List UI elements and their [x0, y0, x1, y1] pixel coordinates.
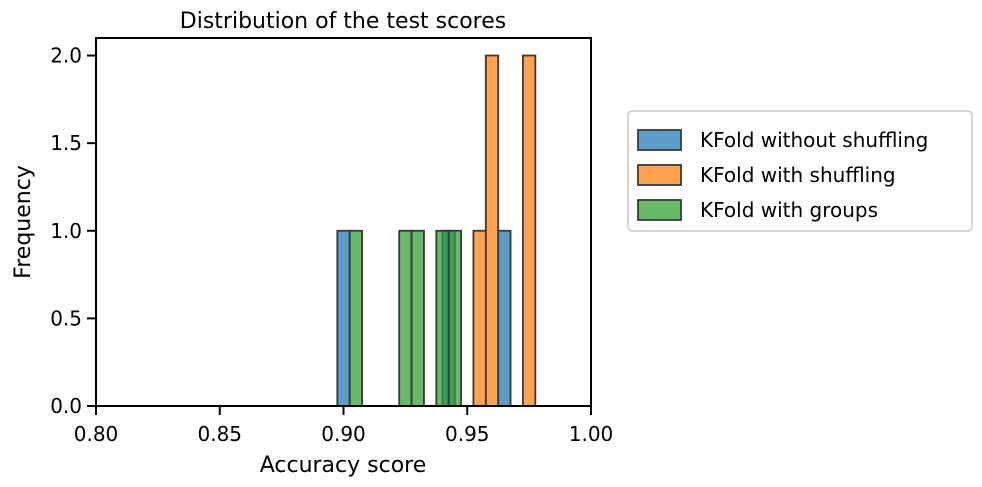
histogram-bar	[497, 229, 512, 407]
histogram-bar	[410, 229, 425, 407]
legend-frame	[627, 110, 973, 232]
x-axis-ticks: 0.80 0.85 0.90 0.95 1.00	[74, 406, 614, 446]
y-tick-label: 2.0	[50, 44, 82, 68]
legend-label: KFold without shuffling	[700, 128, 928, 152]
legend-swatch	[637, 164, 682, 186]
y-tick-label: 1.5	[50, 131, 82, 155]
histogram-bar	[472, 229, 487, 407]
legend-label: KFold with shuffling	[700, 163, 896, 187]
x-tick-label: 0.95	[445, 422, 490, 446]
y-tick-label: 0.0	[50, 394, 82, 418]
legend: KFold without shuffling KFold with shuffl…	[627, 110, 973, 232]
legend-swatch	[637, 129, 682, 151]
histogram-bar	[348, 229, 363, 407]
histogram-bar	[435, 229, 450, 407]
y-tick-label: 0.5	[50, 306, 82, 330]
histogram-bar	[484, 54, 500, 407]
histogram-bar	[447, 229, 462, 407]
y-axis-ticks: 0.0 0.5 1.0 1.5 2.0	[50, 44, 96, 418]
y-axis-title: Frequency	[11, 165, 36, 279]
bars-layer	[336, 54, 537, 407]
histogram-bar	[522, 54, 537, 407]
legend-label: KFold with groups	[700, 198, 878, 222]
legend-swatch	[637, 199, 682, 221]
x-tick-label: 1.00	[569, 422, 614, 446]
x-axis-title: Accuracy score	[260, 453, 427, 478]
histogram-bar	[336, 229, 351, 407]
x-tick-label: 0.85	[197, 422, 242, 446]
chart-title: Distribution of the test scores	[180, 9, 506, 34]
y-tick-label: 1.0	[50, 219, 82, 243]
x-tick-label: 0.80	[74, 422, 119, 446]
histogram-bar	[398, 229, 413, 407]
x-tick-label: 0.90	[321, 422, 366, 446]
